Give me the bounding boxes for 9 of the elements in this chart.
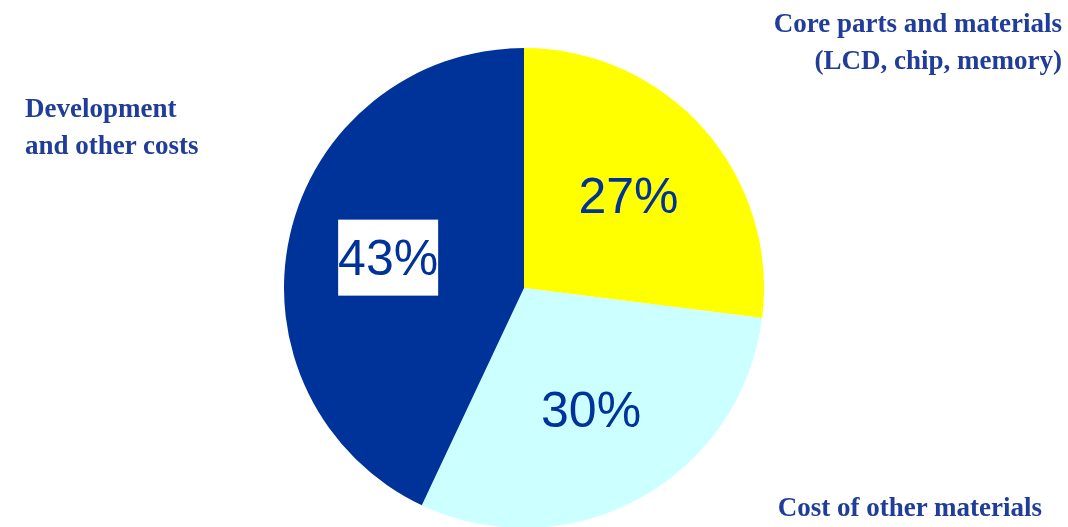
pie-slice — [421, 288, 763, 527]
data-label: 27% — [578, 167, 679, 224]
slice-label: Development and other costs — [25, 93, 199, 160]
data-label: 30% — [541, 381, 642, 438]
pie-slice — [524, 48, 764, 319]
pie-slice — [284, 48, 524, 506]
slice-label: Core parts and materials (LCD, chip, memory) — [773, 8, 1062, 75]
slice-label: Cost of other materials — [777, 492, 1042, 522]
data-label: 43% — [338, 229, 439, 286]
